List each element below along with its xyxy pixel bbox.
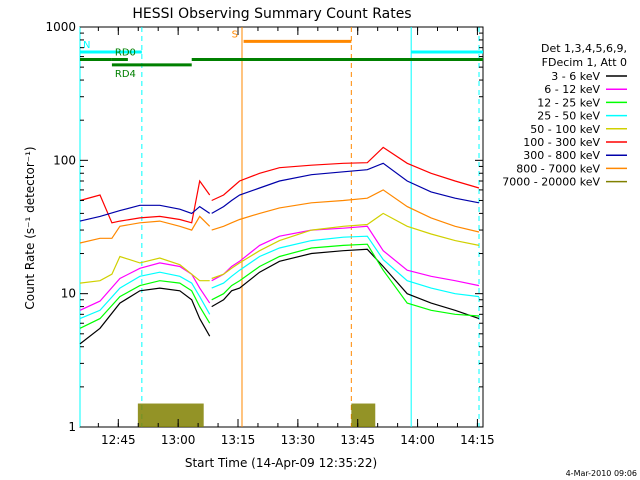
series-line <box>211 212 480 280</box>
series-line <box>211 248 480 320</box>
series-line <box>79 271 211 320</box>
series-7000-20000-kev-block <box>137 403 204 427</box>
legend-label: 300 - 800 keV <box>523 149 600 162</box>
series-line <box>211 189 480 233</box>
series-line <box>211 162 480 214</box>
x-tick-label: 14:15 <box>460 433 495 447</box>
x-tick-label: 14:00 <box>400 433 435 447</box>
series-7000-20000-kev-block <box>351 403 376 427</box>
plot-area: N S RD0 RD4 <box>79 26 484 428</box>
legend-label: 7000 - 20000 keV <box>502 176 600 189</box>
y-tick-label: 100 <box>53 153 76 167</box>
legend-label: 25 - 50 keV <box>537 110 600 123</box>
status-bar-label: S <box>232 29 238 40</box>
legend-header-line-2: FDecim 1, Att 0 <box>542 56 627 69</box>
y-tick-label: 10 <box>61 287 76 301</box>
x-tick-label: 13:30 <box>281 433 316 447</box>
series-line <box>211 243 480 317</box>
legend: Det 1,3,4,5,6,9, FDecim 1, Att 0 3 - 6 k… <box>502 42 627 189</box>
legend-label: 3 - 6 keV <box>551 70 600 83</box>
x-tick-label: 12:45 <box>101 433 136 447</box>
x-tick-label: 13:45 <box>340 433 375 447</box>
series-line <box>79 280 211 329</box>
y-tick-label: 1 <box>68 420 76 434</box>
x-tick-label: 13:00 <box>161 433 196 447</box>
x-tick-label: 13:15 <box>221 433 256 447</box>
series-line <box>79 215 211 244</box>
series-line <box>211 235 480 298</box>
series-line <box>79 255 210 284</box>
legend-label: 100 - 300 keV <box>523 136 600 149</box>
y-tick-label: 1000 <box>45 20 76 34</box>
series-line <box>211 146 480 202</box>
x-axis-label: Start Time (14-Apr-09 12:35:22) <box>185 456 377 470</box>
legend-header-line-1: Det 1,3,4,5,6,9, <box>541 42 627 55</box>
status-bar-label: RD0 <box>115 48 136 59</box>
legend-label: 800 - 7000 keV <box>516 162 600 175</box>
series-line <box>79 179 211 224</box>
series-line <box>211 225 480 287</box>
status-bar-label: RD4 <box>115 69 136 80</box>
series-line <box>79 204 211 222</box>
y-axis: 1 10 100 1000 <box>45 20 483 434</box>
legend-label: 6 - 12 keV <box>544 83 600 96</box>
footer-stamp: 4-Mar-2010 09:06 <box>566 469 637 478</box>
status-bar-label: N <box>83 40 90 51</box>
plot-frame <box>79 26 484 428</box>
y-axis-label: Count Rate (s⁻¹ detector⁻¹) <box>23 146 37 309</box>
legend-label: 12 - 25 keV <box>537 96 600 109</box>
x-axis: 12:45 13:00 13:15 13:30 13:45 14:00 14:15 <box>97 27 495 447</box>
series-line <box>79 287 211 345</box>
legend-label: 50 - 100 keV <box>530 123 600 136</box>
series-line <box>79 262 211 311</box>
chart-title: HESSI Observing Summary Count Rates <box>132 6 411 22</box>
